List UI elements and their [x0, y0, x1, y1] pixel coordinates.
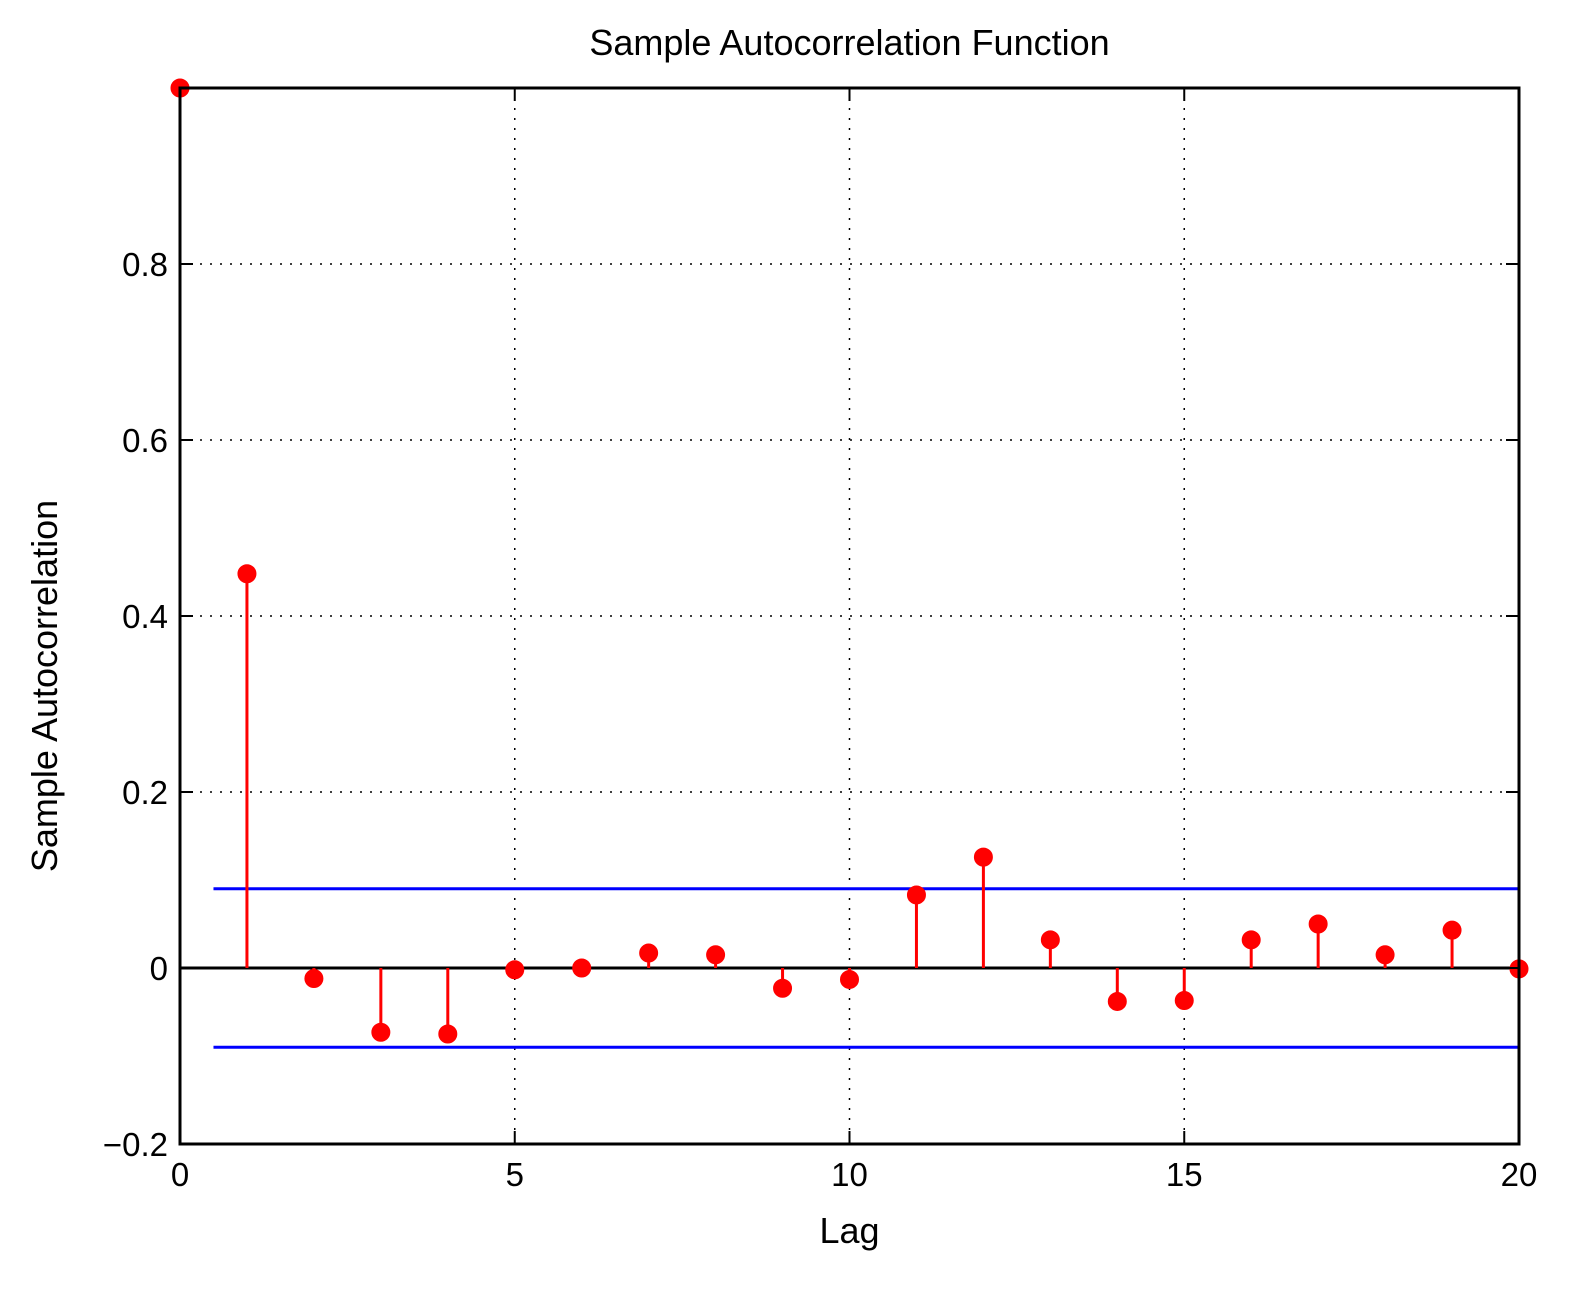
x-axis-label: Lag: [819, 1210, 879, 1251]
confidence-bounds: [213, 887, 1519, 1049]
stem-marker: [572, 958, 592, 978]
y-axis-label: Sample Autocorrelation: [24, 500, 65, 872]
stem-marker: [438, 1024, 458, 1044]
stem-marker: [237, 564, 257, 584]
x-tick-label: 10: [831, 1156, 868, 1193]
y-tick-label: 0.8: [122, 246, 168, 283]
ticks: 0 5 10 15 20−0.200.20.40.60.8: [103, 88, 1538, 1193]
stem-marker: [304, 969, 324, 989]
stem-marker: [1241, 930, 1261, 950]
stem-marker: [639, 943, 659, 963]
stem-marker: [773, 978, 793, 998]
stem-marker: [1442, 920, 1462, 940]
stem-marker: [505, 960, 525, 980]
stem-marker: [371, 1022, 391, 1042]
y-tick-label: 0.4: [122, 598, 168, 635]
stem-marker: [1308, 914, 1328, 934]
stem-marker: [906, 885, 926, 905]
stem-marker: [1375, 945, 1395, 965]
stem-marker: [706, 945, 726, 965]
y-tick-label: −0.2: [103, 1126, 168, 1163]
x-tick-label: 5: [506, 1156, 524, 1193]
x-tick-label: 15: [1166, 1156, 1203, 1193]
y-tick-label: 0.2: [122, 774, 168, 811]
y-tick-label: 0: [150, 950, 168, 987]
stem-marker: [840, 969, 859, 989]
x-tick-label: 0: [171, 1156, 189, 1193]
x-tick-label: 20: [1501, 1156, 1538, 1193]
chart-title: Sample Autocorrelation Function: [589, 22, 1109, 63]
y-tick-label: 0.6: [122, 422, 168, 459]
stem-marker: [1107, 991, 1127, 1011]
stem-marker: [1174, 991, 1194, 1011]
stem-marker: [973, 847, 993, 867]
stem-marker: [1040, 930, 1060, 950]
